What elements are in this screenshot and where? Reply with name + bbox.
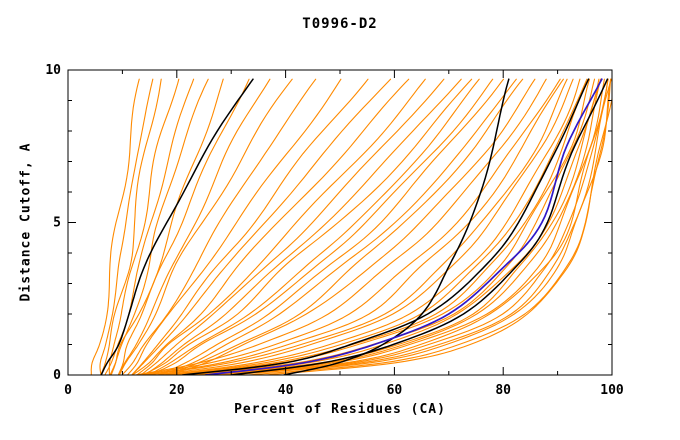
svg-text:100: 100 bbox=[600, 383, 624, 398]
svg-text:20: 20 bbox=[169, 383, 185, 398]
svg-text:60: 60 bbox=[387, 383, 403, 398]
x-axis-label: Percent of Residues (CA) bbox=[234, 402, 446, 417]
svg-text:0: 0 bbox=[53, 368, 61, 383]
svg-text:0: 0 bbox=[64, 383, 72, 398]
chart-title: T0996-D2 bbox=[302, 16, 378, 32]
svg-text:5: 5 bbox=[53, 216, 61, 231]
svg-text:40: 40 bbox=[278, 383, 294, 398]
svg-text:10: 10 bbox=[45, 63, 61, 78]
svg-text:80: 80 bbox=[495, 383, 511, 398]
